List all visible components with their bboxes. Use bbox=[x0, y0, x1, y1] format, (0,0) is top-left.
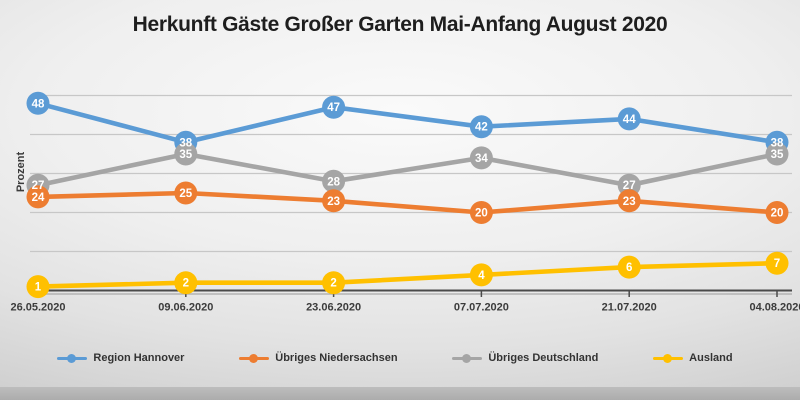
legend-item-ubriges-deutschland: Übriges Deutschland bbox=[452, 352, 598, 364]
ubriges-deutschland-data-label: 35 bbox=[179, 149, 192, 161]
region-hannover-data-label: 42 bbox=[475, 122, 488, 134]
region-hannover-marker bbox=[469, 115, 493, 139]
x-tick-label: 04.08.2020 bbox=[749, 302, 800, 314]
legend-label: Region Hannover bbox=[93, 352, 185, 364]
region-hannover-data-label: 44 bbox=[623, 114, 636, 126]
ubriges-deutschland-marker bbox=[322, 169, 346, 193]
ubriges-deutschland-line bbox=[37, 151, 778, 188]
legend-label: Übriges Deutschland bbox=[488, 352, 599, 364]
legend-marker-dot bbox=[249, 353, 259, 363]
region-hannover-data-label: 48 bbox=[32, 98, 45, 110]
ubriges-niedersachsen-marker bbox=[26, 185, 50, 209]
ubriges-deutschland-marker bbox=[174, 142, 198, 166]
region-hannover-marker bbox=[26, 91, 50, 115]
ubriges-deutschland-marker bbox=[765, 142, 789, 166]
x-tick-label: 23.06.2020 bbox=[306, 302, 361, 314]
ubriges-niedersachsen-data-label: 23 bbox=[327, 196, 340, 208]
legend-item-region-hannover: Region Hannover bbox=[57, 352, 184, 364]
ausland-data-label: 7 bbox=[774, 258, 780, 270]
legend-marker-line bbox=[239, 353, 270, 363]
ausland-data-label: 4 bbox=[478, 270, 485, 282]
x-tick-label: 21.07.2020 bbox=[602, 302, 657, 314]
ubriges-niedersachsen-data-label: 20 bbox=[771, 208, 784, 220]
legend-marker-line bbox=[653, 353, 684, 363]
ausland-line bbox=[37, 260, 778, 289]
ubriges-deutschland-data-label: 27 bbox=[32, 180, 45, 192]
chart-plot-area: 26.05.2020 09.06.2020 23.06.2020 07.07.2020… bbox=[10, 91, 800, 314]
region-hannover-data-label: 38 bbox=[771, 137, 784, 149]
legend-marker-dot bbox=[462, 353, 472, 363]
legend-item-ausland: Ausland bbox=[653, 352, 733, 364]
legend-marker-dot bbox=[67, 353, 77, 363]
chart-title: Herkunft Gäste Großer Garten Mai-Anfang … bbox=[132, 13, 668, 36]
region-hannover-data-label: 47 bbox=[327, 102, 340, 114]
legend-marker-dot bbox=[663, 353, 673, 363]
y-axis-title: Prozent bbox=[15, 151, 27, 192]
ubriges-deutschland-data-label: 35 bbox=[771, 149, 784, 161]
ausland-data-label: 1 bbox=[35, 282, 42, 294]
legend-marker-line bbox=[452, 353, 483, 363]
ubriges-niedersachsen-marker bbox=[469, 201, 493, 224]
ausland-marker bbox=[322, 271, 346, 295]
ubriges-niedersachsen-marker bbox=[765, 201, 789, 224]
x-tick-label: 09.06.2020 bbox=[158, 302, 213, 314]
legend-label: Ausland bbox=[689, 352, 733, 364]
ubriges-niedersachsen-marker bbox=[617, 189, 641, 213]
ubriges-deutschland-data-label: 28 bbox=[327, 176, 340, 188]
ausland-marker bbox=[26, 275, 50, 299]
ubriges-niedersachsen-data-label: 24 bbox=[32, 192, 45, 204]
ubriges-niedersachsen-marker bbox=[322, 189, 346, 213]
ubriges-niedersachsen-line bbox=[37, 190, 778, 215]
region-hannover-marker bbox=[617, 107, 641, 131]
legend-item-ubriges-niedersachsen: Übriges Niedersachsen bbox=[239, 352, 398, 364]
ausland-data-label: 2 bbox=[183, 278, 189, 290]
ubriges-niedersachsen-data-label: 25 bbox=[179, 188, 192, 200]
legend-marker-line bbox=[57, 353, 88, 363]
ubriges-niedersachsen-data-label: 20 bbox=[475, 208, 488, 220]
legend-label: Übriges Niedersachsen bbox=[275, 352, 398, 364]
ubriges-niedersachsen-marker bbox=[174, 181, 198, 205]
ubriges-deutschland-marker bbox=[469, 146, 493, 170]
ausland-marker bbox=[765, 251, 789, 275]
ubriges-deutschland-data-label: 34 bbox=[475, 153, 488, 165]
region-hannover-line bbox=[37, 101, 778, 145]
region-hannover-marker bbox=[322, 95, 346, 119]
ausland-marker bbox=[617, 255, 641, 279]
chart-legend: Region Hannover Übriges Niedersachsen Übri… bbox=[30, 345, 760, 371]
ubriges-niedersachsen-data-label: 23 bbox=[623, 196, 636, 208]
ausland-marker bbox=[174, 271, 198, 295]
ubriges-deutschland-data-label: 27 bbox=[623, 180, 636, 192]
region-hannover-data-label: 38 bbox=[179, 137, 192, 149]
x-tick-label: 26.05.2020 bbox=[10, 302, 65, 314]
bottom-shadow-bar bbox=[0, 387, 800, 400]
x-tick-label: 07.07.2020 bbox=[454, 302, 509, 314]
ausland-data-label: 6 bbox=[626, 262, 632, 274]
ausland-marker bbox=[469, 263, 493, 287]
ausland-data-label: 2 bbox=[330, 278, 336, 290]
